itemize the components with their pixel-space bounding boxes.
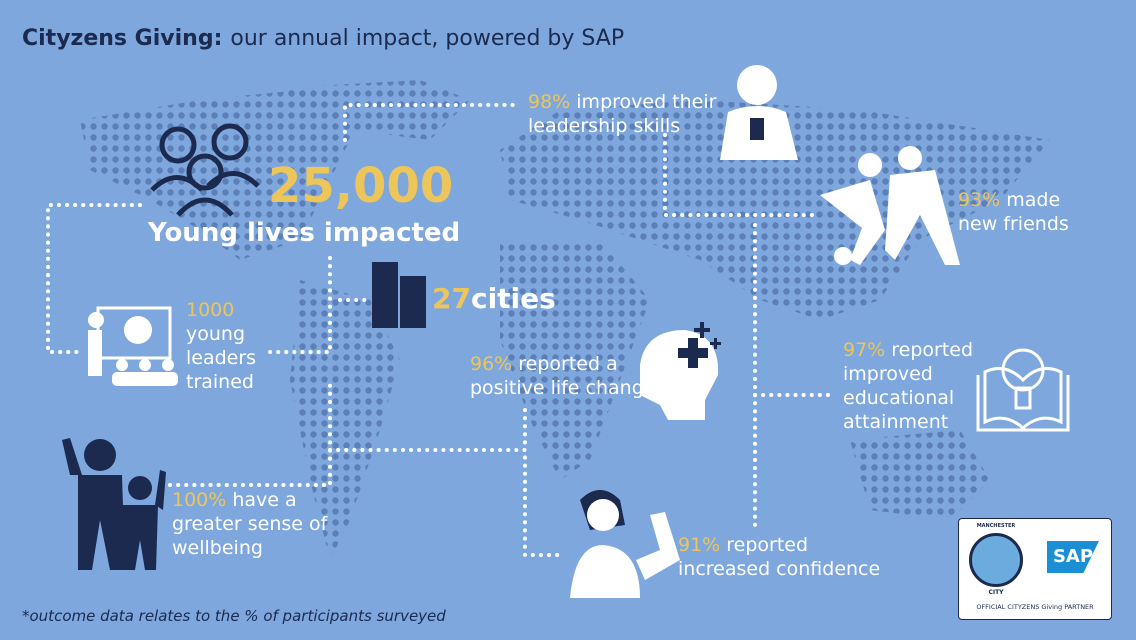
people-icon — [150, 123, 260, 217]
stat-text: attainment — [843, 411, 949, 433]
stat-text: trained — [186, 371, 254, 393]
head-icon — [640, 322, 721, 420]
cities-label: cities — [470, 282, 556, 315]
stat-value: 1000 — [186, 299, 235, 321]
stat-line: 1000 — [186, 298, 256, 322]
family-icon — [62, 438, 166, 570]
stat-value: 93% — [958, 189, 1001, 211]
stat-text: improved — [843, 363, 933, 385]
stat-text: increased confidence — [678, 558, 881, 580]
stat: 91% reported increased confidence — [678, 533, 880, 581]
title-rest: our annual impact, powered by SAP — [230, 26, 625, 51]
stat: 93% made new friends — [958, 188, 1069, 236]
athlete-icon — [570, 490, 680, 598]
stat-text: leaders — [186, 347, 257, 369]
logo-bottom: CITY — [988, 589, 1004, 596]
stat-text: positive life change — [470, 377, 656, 399]
buildings-icon — [372, 262, 426, 328]
stat: 100% have a greater sense of wellbeing — [172, 488, 327, 560]
footballers-icon — [820, 146, 960, 265]
footnote: *outcome data relates to the % of partic… — [22, 607, 446, 625]
coach-icon — [88, 306, 178, 386]
stat-text: new friends — [958, 213, 1069, 235]
book-icon — [976, 348, 1070, 432]
dotted-connectors — [46, 103, 832, 557]
stat: 98% improved their leadership skills — [528, 90, 716, 138]
stat-text: leadership skills — [528, 115, 681, 137]
stat-line: 100% have a — [172, 488, 327, 512]
stat-value: 98% — [528, 91, 571, 113]
stat-text: reported — [726, 534, 809, 556]
stat-text: wellbeing — [172, 537, 263, 559]
stat-text: educational — [843, 387, 955, 409]
title: Cityzens Giving: our annual impact, power… — [22, 26, 624, 51]
stat-value: 91% — [678, 534, 721, 556]
stat-text: reported — [891, 339, 974, 361]
stat-value: 97% — [843, 339, 886, 361]
sap-logo: SAP — [1047, 541, 1099, 573]
stat-text: greater sense of — [172, 513, 328, 535]
crest — [969, 533, 1023, 587]
stat-value: 96% — [470, 353, 513, 375]
stat-text: made — [1006, 189, 1061, 211]
stat-line: 91% reported — [678, 533, 880, 557]
headline-value: 25,000 — [268, 158, 454, 214]
stat-line: 96% reported a — [470, 352, 655, 376]
logo-partner: OFFICIAL CITYZENS Giving PARTNER — [976, 603, 1094, 611]
stat: 96% reported a positive life change — [470, 352, 655, 400]
stat-text: improved their — [576, 91, 717, 113]
stat-text: reported a — [518, 353, 618, 375]
logo-top: MANCHESTER — [976, 523, 1016, 529]
headline-label: Young lives impacted — [148, 218, 461, 248]
stat: 1000 young leaders trained — [186, 298, 256, 394]
cities-value: 27 — [432, 282, 471, 315]
partner-logo: MANCHESTER CITY SAP OFFICIAL CITYZENS Gi… — [958, 518, 1112, 620]
stat-line: 97% reported — [843, 338, 973, 362]
stat-text: young — [186, 323, 246, 345]
title-brand: Cityzens Giving: — [22, 26, 223, 51]
cities-stat: 27cities — [432, 282, 556, 315]
stat: 97% reported improved educational attainmen… — [843, 338, 973, 434]
stat-line: 93% made — [958, 188, 1069, 212]
icons — [62, 65, 1070, 598]
stat-text: have a — [232, 489, 297, 511]
lanyard-icon — [720, 65, 798, 160]
stat-line: 98% improved their — [528, 90, 716, 114]
stat-value: 100% — [172, 489, 227, 511]
